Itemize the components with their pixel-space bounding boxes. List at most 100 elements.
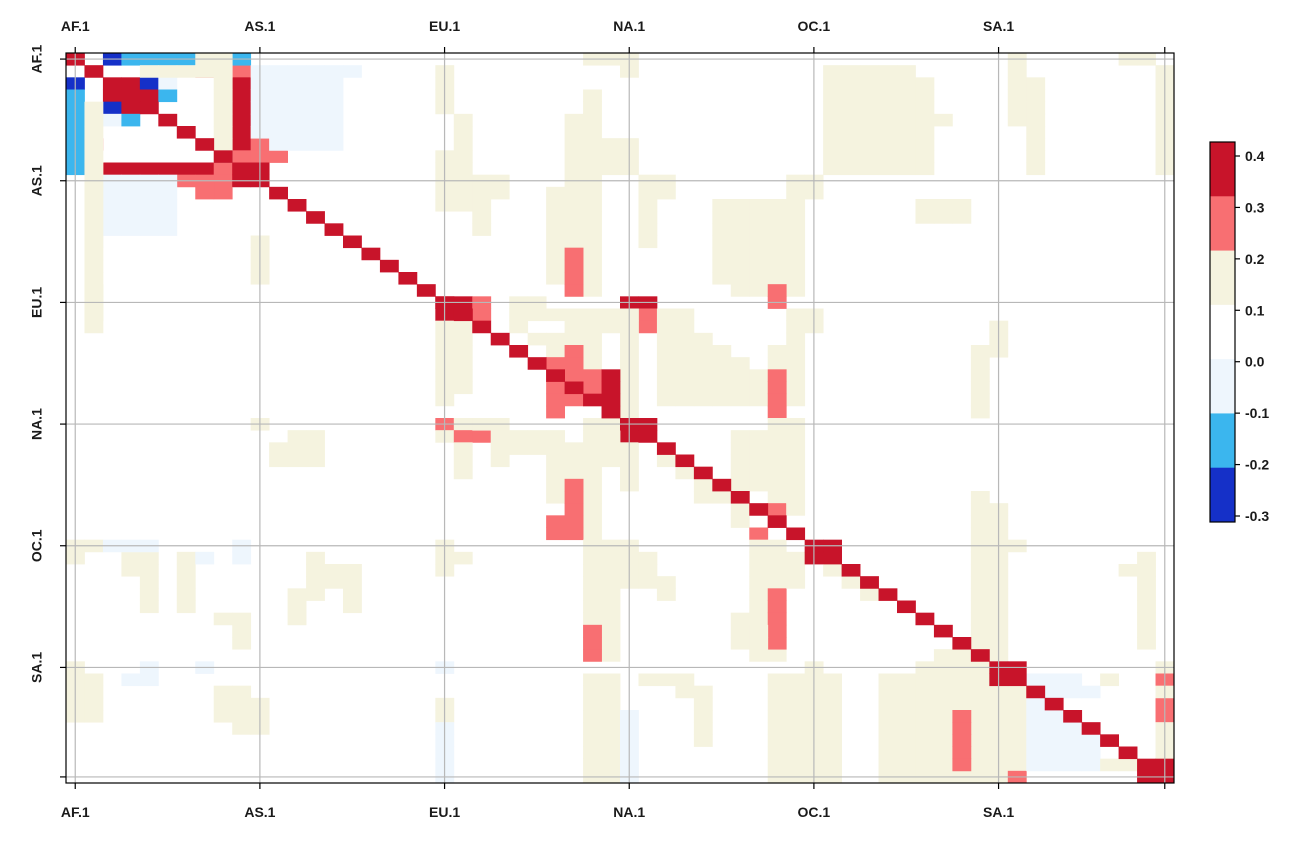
heatmap-cell	[786, 491, 806, 504]
heatmap-cell	[564, 393, 584, 407]
heatmap-cell	[324, 576, 344, 589]
heatmap-cell	[306, 138, 325, 151]
colorbar: 0.4 0.3 0.2 0.1 0.0 -0.1 -0.2 -0.3	[1209, 141, 1269, 524]
heatmap-cell	[878, 722, 898, 735]
heatmap-cell	[583, 162, 602, 176]
heatmap-cell	[767, 503, 787, 516]
heatmap-diagonal-cell	[823, 551, 842, 565]
x-tick-label-bottom: OC.1	[798, 804, 831, 820]
heatmap-cell	[786, 710, 806, 723]
heatmap-diagonal-cell	[1118, 746, 1138, 760]
heatmap-cell	[786, 247, 806, 261]
heatmap-cell	[786, 454, 806, 468]
heatmap-cell	[823, 138, 842, 151]
heatmap-cell	[823, 685, 842, 699]
heatmap-cell	[1026, 162, 1046, 176]
x-tick-label-bottom: SA.1	[983, 804, 1014, 820]
heatmap-cell	[915, 113, 935, 127]
heatmap-cell	[583, 624, 602, 638]
heatmap-cell	[860, 77, 879, 90]
y-tick-label: AF.1	[29, 44, 45, 73]
heatmap-cell	[546, 345, 565, 358]
colorbar-label: 0.0	[1245, 354, 1265, 370]
heatmap-cell	[583, 89, 602, 103]
heatmap-cell	[933, 673, 953, 687]
heatmap-cell	[970, 734, 990, 747]
heatmap-diagonal-cell	[287, 199, 307, 212]
heatmap-cell	[564, 320, 584, 334]
heatmap-cell	[656, 345, 676, 358]
colorbar-label: 0.3	[1245, 199, 1265, 215]
heatmap-cell	[970, 576, 990, 589]
heatmap-cell	[749, 284, 769, 297]
heatmap-cell	[786, 320, 806, 334]
heatmap-cell	[453, 320, 473, 334]
heatmap-cell	[546, 430, 565, 443]
heatmap-cell	[601, 369, 621, 382]
heatmap-cell	[453, 381, 473, 395]
heatmap-cell	[158, 89, 178, 103]
heatmap-diagonal-cell	[860, 576, 879, 589]
heatmap-cell	[84, 284, 104, 297]
heatmap-cell	[306, 576, 325, 589]
heatmap-cell	[675, 466, 695, 480]
heatmap-cell	[232, 113, 252, 127]
heatmap-cell	[232, 101, 252, 115]
heatmap-cell	[102, 89, 122, 103]
heatmap-cell	[749, 588, 769, 601]
heatmap-cell	[841, 150, 861, 163]
x-tick-label-bottom: AS.1	[244, 804, 275, 820]
heatmap-cell	[269, 113, 288, 127]
heatmap-cell	[287, 101, 307, 115]
heatmap-cell	[749, 272, 769, 285]
heatmap-cell	[638, 308, 658, 322]
heatmap-cell	[767, 588, 787, 601]
heatmap-cell	[712, 345, 732, 358]
heatmap-cell	[915, 101, 935, 115]
heatmap-cell	[675, 345, 695, 358]
heatmap-cell	[878, 89, 898, 103]
heatmap-cell	[767, 199, 787, 212]
heatmap-cell	[269, 65, 288, 78]
heatmap-cell	[583, 746, 602, 760]
heatmap-cell	[1007, 65, 1027, 78]
heatmap-cell	[897, 113, 916, 127]
heatmap-cell	[176, 65, 196, 78]
heatmap-cell	[841, 101, 861, 115]
heatmap-cell	[601, 454, 621, 468]
heatmap-cell	[915, 734, 935, 747]
x-tick-label-top: SA.1	[983, 18, 1014, 34]
x-tick-label-top: AF.1	[61, 18, 90, 34]
heatmap-cell	[915, 126, 935, 139]
heatmap-cell	[712, 199, 732, 212]
heatmap-cell	[860, 65, 879, 78]
heatmap-cell	[139, 576, 159, 589]
heatmap-cell	[749, 612, 769, 626]
heatmap-cell	[601, 381, 621, 395]
heatmap-cell	[897, 722, 916, 735]
heatmap-cell	[583, 673, 602, 687]
heatmap-cell	[583, 235, 602, 249]
heatmap-cell	[730, 211, 750, 224]
colorbar-label: -0.2	[1245, 457, 1269, 473]
heatmap-cell	[786, 673, 806, 687]
heatmap-cell	[952, 734, 972, 747]
heatmap-cell	[767, 758, 787, 772]
heatmap-cell	[933, 649, 953, 662]
heatmap-diagonal-cell	[638, 430, 658, 443]
heatmap-cell	[601, 320, 621, 334]
heatmap-cell	[1007, 697, 1027, 711]
heatmap-cell	[786, 466, 806, 480]
heatmap-diagonal-cell	[84, 65, 104, 78]
heatmap-cell	[84, 211, 104, 224]
heatmap-cell	[583, 551, 602, 565]
heatmap-cell	[786, 259, 806, 273]
heatmap-cell	[767, 722, 787, 735]
heatmap-cell	[860, 89, 879, 103]
heatmap-cell	[767, 259, 787, 273]
heatmap-cell	[453, 454, 473, 468]
heatmap-cell	[306, 89, 325, 103]
heatmap-cell	[767, 734, 787, 747]
heatmap-cell	[232, 138, 252, 151]
heatmap-cell	[546, 454, 565, 468]
